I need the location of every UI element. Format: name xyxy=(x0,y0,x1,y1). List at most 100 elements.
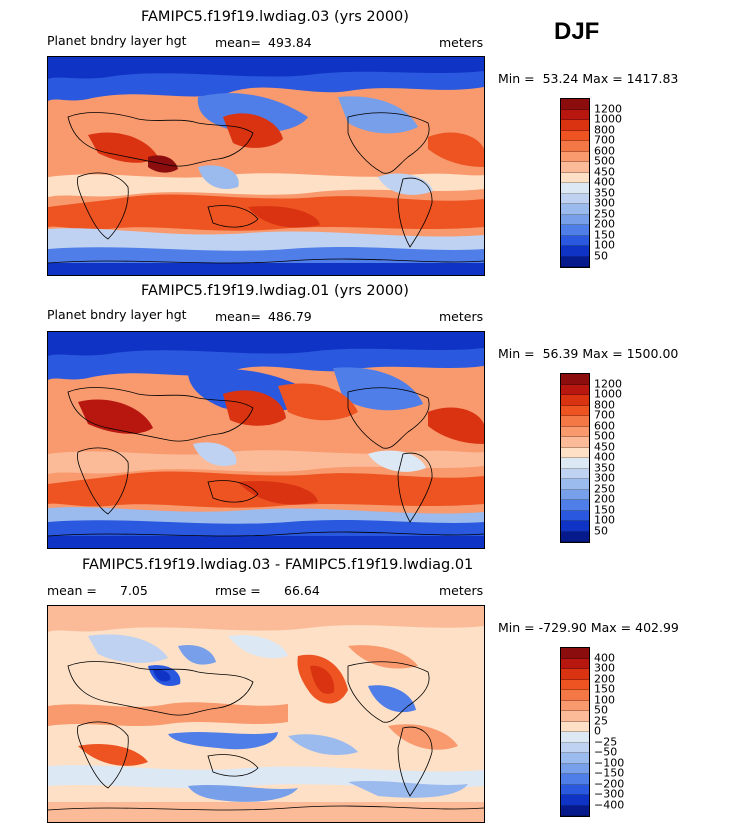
colorbar-box xyxy=(561,711,589,722)
colorbar-label: 400 xyxy=(594,175,615,189)
panel-1-max-value: 1417.83 xyxy=(626,71,679,86)
colorbar-box xyxy=(561,99,589,110)
colorbar-label: 200 xyxy=(594,217,615,231)
panel-1-variable: Planet bndry layer hgt xyxy=(47,33,187,48)
panel-1-min-label: Min = xyxy=(498,71,535,86)
colorbar-label: −50 xyxy=(594,745,618,759)
colorbar-box xyxy=(561,256,589,267)
colorbar-box xyxy=(561,732,589,743)
panel-2-mean-label: mean= xyxy=(215,309,261,324)
colorbar-label: 400 xyxy=(594,651,615,664)
colorbar-box xyxy=(561,109,589,120)
colorbar-box xyxy=(561,225,589,236)
colorbar-label: 350 xyxy=(594,186,615,199)
panel-2-colorbar xyxy=(560,373,590,543)
panel-3-max-value: 402.99 xyxy=(635,620,679,635)
panel-1-mean-label: mean= xyxy=(215,35,261,50)
panel-1-minmax: Min = 53.24 Max = 1417.83 xyxy=(498,71,678,86)
colorbar-box xyxy=(561,405,589,416)
colorbar-box xyxy=(561,437,589,448)
colorbar-box xyxy=(561,795,589,806)
colorbar-label: 300 xyxy=(594,196,615,210)
colorbar-label: 50 xyxy=(594,524,608,537)
colorbar-label: 100 xyxy=(594,513,615,527)
colorbar-label: 50 xyxy=(594,249,608,262)
colorbar-box xyxy=(561,521,589,532)
colorbar-label: 800 xyxy=(594,398,615,411)
panel-2-max-label: Max = xyxy=(582,346,623,361)
panel-1-min-value: 53.24 xyxy=(542,71,579,86)
colorbar-label: 150 xyxy=(594,228,615,241)
colorbar-box xyxy=(561,658,589,669)
colorbar-label: 800 xyxy=(594,123,615,136)
panel-2-units: meters xyxy=(439,309,484,324)
panel-3-title: FAMIPC5.f19f19.lwdiag.03 - FAMIPC5.f19f1… xyxy=(82,557,474,573)
colorbar-box xyxy=(561,648,589,659)
panel-1-map-field xyxy=(48,57,484,275)
colorbar-label: −25 xyxy=(594,735,618,748)
colorbar-box xyxy=(561,384,589,395)
panel-1-units: meters xyxy=(439,35,484,50)
colorbar-box xyxy=(561,489,589,500)
panel-3-mean-value: 7.05 xyxy=(120,583,148,598)
colorbar-box xyxy=(561,753,589,764)
colorbar-label: 1000 xyxy=(594,387,622,401)
colorbar-box xyxy=(561,214,589,225)
colorbar-label: 350 xyxy=(594,461,615,474)
colorbar-label: 50 xyxy=(594,703,608,717)
colorbar-label: 600 xyxy=(594,419,615,432)
panel-3-units: meters xyxy=(439,583,484,598)
colorbar-box xyxy=(561,468,589,479)
colorbar-box xyxy=(561,120,589,131)
colorbar-label: 450 xyxy=(594,165,615,178)
colorbar-box xyxy=(561,183,589,194)
colorbar-label: −200 xyxy=(594,777,625,790)
colorbar-box xyxy=(561,172,589,183)
colorbar-box xyxy=(561,130,589,141)
colorbar-box xyxy=(561,510,589,521)
colorbar-box xyxy=(561,763,589,774)
colorbar-label: 200 xyxy=(594,492,615,506)
colorbar-label: 500 xyxy=(594,429,615,443)
panel-1-title: FAMIPC5.f19f19.lwdiag.03 (yrs 2000) xyxy=(141,9,409,25)
panel-2-variable: Planet bndry layer hgt xyxy=(47,307,187,322)
colorbar-box xyxy=(561,700,589,711)
colorbar-box xyxy=(561,721,589,732)
panel-3-map xyxy=(47,605,485,823)
colorbar-label: 200 xyxy=(594,672,615,685)
panel-3-max-label: Max = xyxy=(590,620,632,635)
colorbar-box xyxy=(561,235,589,246)
colorbar-label: 25 xyxy=(594,714,608,727)
colorbar-box xyxy=(561,447,589,458)
colorbar-box xyxy=(561,151,589,162)
colorbar-box xyxy=(561,531,589,542)
colorbar-label: 0 xyxy=(594,724,601,738)
colorbar-box xyxy=(561,416,589,427)
colorbar-label: 1200 xyxy=(594,377,622,390)
panel-2-map-field xyxy=(48,332,484,548)
colorbar-box xyxy=(561,193,589,204)
colorbar-label: −100 xyxy=(594,756,625,769)
colorbar-label: −150 xyxy=(594,766,625,780)
colorbar-box xyxy=(561,458,589,469)
panel-3-map-field xyxy=(48,606,484,822)
colorbar-label: 300 xyxy=(594,471,615,485)
panel-2-min-value: 56.39 xyxy=(542,346,579,361)
panel-2-mean-value: 486.79 xyxy=(268,309,312,324)
panel-3-min-label: Min = xyxy=(498,620,535,635)
colorbar-label: 250 xyxy=(594,482,615,495)
colorbar-label: 600 xyxy=(594,144,615,157)
colorbar-box xyxy=(561,395,589,406)
panel-3-rmse-label: rmse = xyxy=(215,583,261,598)
panel-2-max-value: 1500.00 xyxy=(626,346,679,361)
colorbar-box xyxy=(561,426,589,437)
colorbar-box xyxy=(561,774,589,785)
colorbar-label: 1200 xyxy=(594,102,622,115)
season-label: DJF xyxy=(554,18,600,45)
panel-2-minmax: Min = 56.39 Max = 1500.00 xyxy=(498,346,678,361)
colorbar-label: 250 xyxy=(594,207,615,220)
colorbar-label: 700 xyxy=(594,408,615,422)
panel-2-min-label: Min = xyxy=(498,346,535,361)
colorbar-box xyxy=(561,742,589,753)
colorbar-label: 300 xyxy=(594,661,615,675)
